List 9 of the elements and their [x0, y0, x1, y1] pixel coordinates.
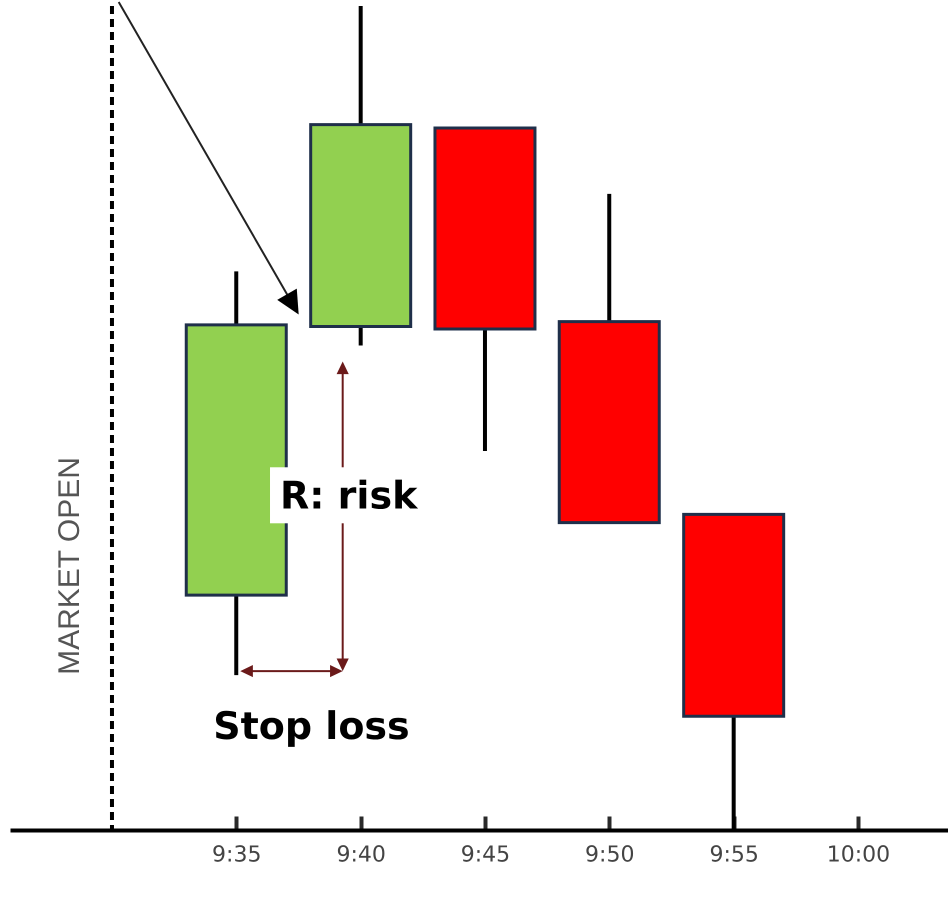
x-tick-label: 9:55	[709, 842, 759, 868]
x-tick-label: 9:50	[585, 842, 634, 868]
annotation: Stop loss	[213, 704, 410, 748]
ref-line-label: MARKET OPEN	[52, 457, 86, 675]
x-tick-label: 9:40	[336, 842, 386, 868]
x-tick-label: 9:45	[460, 842, 510, 868]
x-tick-label: 9:35	[212, 842, 262, 868]
annotation: R: risk	[280, 473, 418, 518]
x-tick-label: 10:00	[826, 842, 890, 868]
